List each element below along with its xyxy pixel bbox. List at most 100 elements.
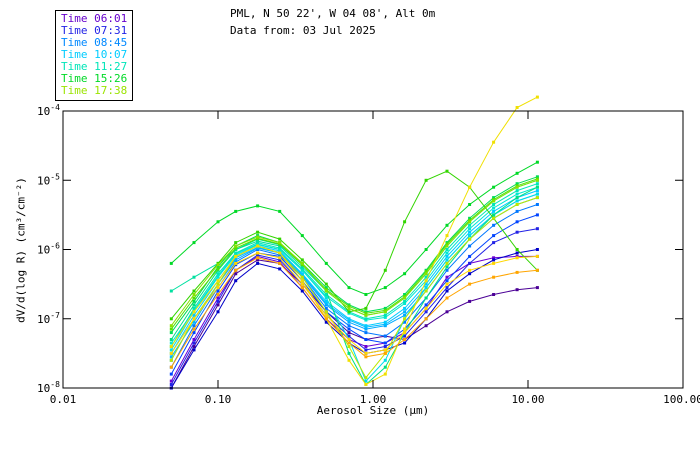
series-marker <box>403 293 407 296</box>
series-marker <box>347 351 351 355</box>
series-marker <box>278 261 282 265</box>
series-marker <box>383 341 387 345</box>
series-marker <box>468 282 472 286</box>
series-marker <box>468 299 472 303</box>
series-marker <box>515 209 519 213</box>
x-tick-label: 10.00 <box>511 393 544 406</box>
series-marker <box>324 261 328 265</box>
series-marker <box>383 313 387 317</box>
x-tick-label: 1.00 <box>360 393 387 406</box>
series-marker <box>424 282 428 286</box>
series-marker <box>515 220 519 224</box>
series-marker <box>515 199 519 203</box>
series-marker <box>347 310 351 314</box>
y-tick-label: 10-7 <box>37 311 60 326</box>
series-marker <box>256 244 260 248</box>
series-marker <box>347 320 351 324</box>
series-marker <box>216 267 220 271</box>
series-marker <box>169 379 173 383</box>
plot-frame <box>62 110 684 389</box>
series-marker <box>364 376 368 380</box>
series-marker <box>192 313 196 317</box>
series-marker <box>445 289 449 293</box>
series-marker <box>192 338 196 341</box>
series-marker <box>278 253 282 257</box>
series-marker <box>403 320 407 324</box>
series-marker <box>424 306 428 310</box>
series-marker <box>234 241 238 245</box>
series-marker <box>468 261 472 265</box>
series-marker <box>468 185 472 189</box>
series-marker <box>192 303 196 307</box>
series-marker <box>403 310 407 314</box>
series-marker <box>445 286 449 290</box>
series-marker <box>364 338 368 341</box>
series-marker <box>324 282 328 286</box>
series-marker <box>383 351 387 355</box>
series-marker <box>403 299 407 303</box>
series-marker <box>383 286 387 290</box>
series-marker <box>216 220 220 224</box>
series-marker <box>364 351 368 355</box>
series-marker <box>256 235 260 239</box>
series-marker <box>515 203 519 206</box>
series-marker <box>347 338 351 341</box>
series-marker <box>324 289 328 293</box>
series-marker <box>216 299 220 303</box>
series-marker <box>169 341 173 345</box>
series-marker <box>403 272 407 276</box>
series-marker <box>424 310 428 314</box>
series-line-17 <box>170 178 538 330</box>
legend-item-0: Time 06:01 <box>61 12 128 25</box>
series-marker <box>403 317 407 321</box>
series-marker <box>445 279 449 283</box>
series-marker <box>347 345 351 348</box>
legend-item-1: Time 07:31 <box>61 24 128 37</box>
series-marker <box>535 182 539 186</box>
series-marker <box>515 185 519 189</box>
series-marker <box>192 345 196 348</box>
series-marker <box>364 311 368 315</box>
series-marker <box>383 345 387 348</box>
series-marker <box>515 248 519 251</box>
series-marker <box>445 254 449 258</box>
series-marker <box>256 256 260 260</box>
chart-subtitle: Data from: 03 Jul 2025 <box>230 24 376 37</box>
series-marker <box>300 289 304 293</box>
series-marker <box>445 258 449 262</box>
series-line-Time 15:26 <box>170 161 538 296</box>
series-marker <box>364 306 368 310</box>
series-marker <box>403 331 407 335</box>
series-marker <box>445 223 449 227</box>
series-marker <box>535 160 539 164</box>
series-marker <box>468 203 472 206</box>
series-marker <box>403 334 407 338</box>
chart-axes-layer: 0.01 0.10 1.00 10.00 100.00 10-4 10-5 10-6 10-7 1… <box>37 103 700 406</box>
series-marker <box>192 324 196 328</box>
series-marker <box>256 204 260 208</box>
series-marker <box>324 293 328 296</box>
series-marker <box>468 234 472 238</box>
series-marker <box>492 209 496 213</box>
series-marker <box>300 258 304 262</box>
series-marker <box>347 341 351 345</box>
series-marker <box>515 106 519 109</box>
series-marker <box>403 341 407 345</box>
series-marker <box>192 293 196 296</box>
series-marker <box>403 302 407 305</box>
legend-item-4: Time 11:27 <box>61 60 128 73</box>
series-marker <box>347 304 351 308</box>
series-marker <box>383 372 387 376</box>
series-marker <box>535 185 539 189</box>
series-marker <box>347 317 351 321</box>
y-tick-label: 10-4 <box>37 103 60 118</box>
series-marker <box>492 223 496 227</box>
series-marker <box>169 327 173 331</box>
series-marker <box>216 272 220 276</box>
series-marker <box>424 324 428 328</box>
series-marker <box>445 251 449 255</box>
series-marker <box>535 175 539 179</box>
series-marker <box>324 320 328 324</box>
series-marker <box>324 310 328 314</box>
